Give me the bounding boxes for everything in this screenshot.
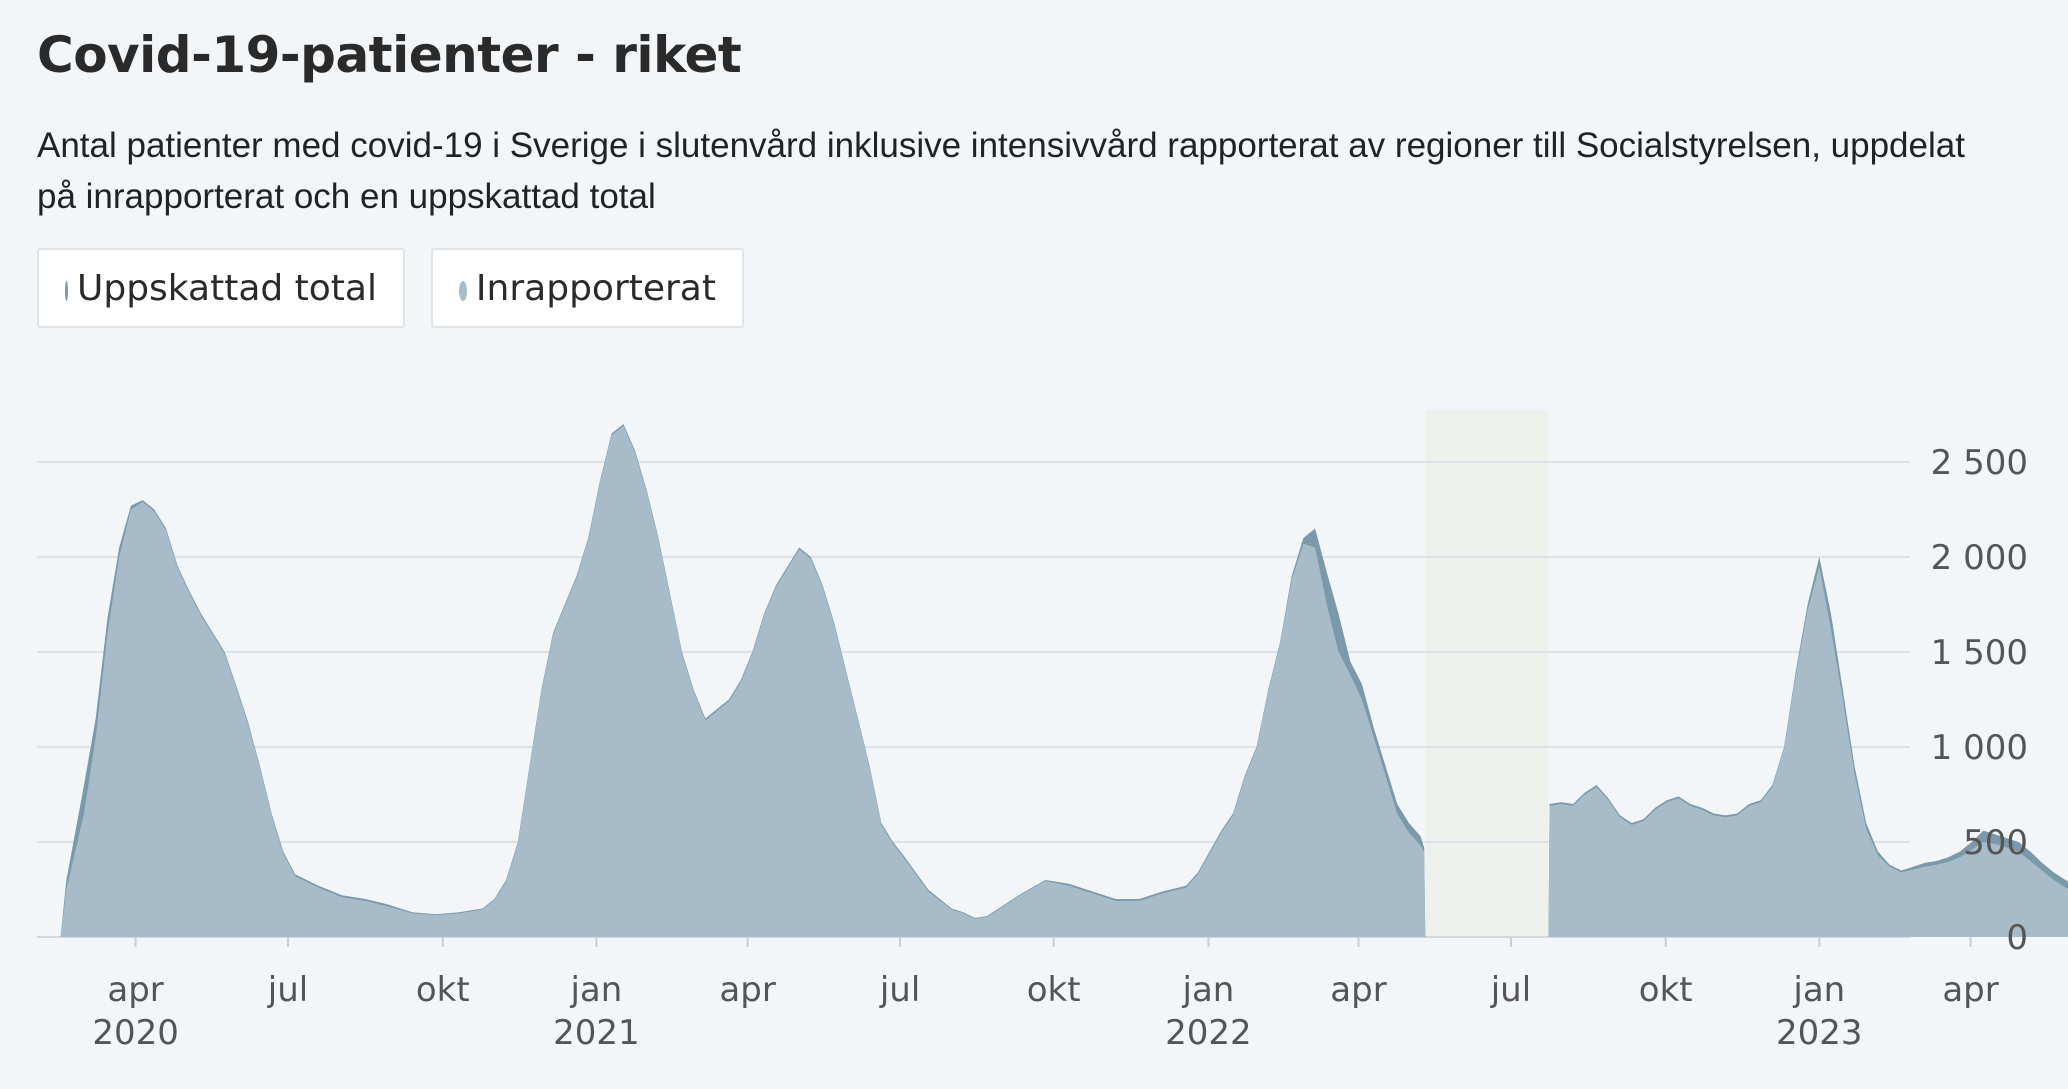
legend-dot-uppskattad-total-icon	[65, 281, 68, 301]
legend-button-uppskattad-total[interactable]: Uppskattad total	[37, 248, 405, 328]
y-tick-label: 0	[2006, 918, 2028, 958]
y-tick-label: 1 000	[1931, 728, 2028, 768]
legend-label-inrapporterat: Inrapporterat	[475, 267, 716, 309]
x-tick-label-year: 2023	[1776, 1013, 1863, 1053]
x-tick-label-month: apr	[1330, 970, 1386, 1010]
legend-label-uppskattad-total: Uppskattad total	[77, 267, 377, 309]
y-tick-label: 500	[1963, 823, 2028, 863]
x-tick-label-month: jan	[569, 970, 622, 1010]
x-tick-label-month: okt	[1027, 970, 1081, 1010]
x-tick-label-month: okt	[416, 970, 470, 1010]
area-inrapporterat-3	[1548, 566, 2068, 937]
legend-dot-inrapporterat-icon	[459, 281, 467, 301]
x-tick-label-month: apr	[107, 970, 163, 1010]
y-tick-label: 1 500	[1931, 633, 2028, 673]
x-tick-label-month: jul	[267, 970, 308, 1010]
x-tick-label-month: okt	[1639, 970, 1693, 1010]
legend-button-inrapporterat[interactable]: Inrapporterat	[431, 248, 744, 328]
area-inrapporterat-2	[60, 425, 1426, 937]
x-tick-label-month: jan	[1792, 970, 1845, 1010]
x-tick-label-month: jan	[1182, 970, 1235, 1010]
x-tick-label-year: 2020	[92, 1013, 179, 1053]
x-tick-label-year: 2022	[1165, 1013, 1252, 1053]
missing-data-band	[1425, 410, 1549, 937]
x-tick-label-year: 2021	[553, 1013, 640, 1053]
x-tick-label-month: apr	[719, 970, 775, 1010]
y-tick-label: 2 000	[1931, 538, 2028, 578]
chart-subtitle: Antal patienter med covid-19 i Sverige i…	[37, 126, 1965, 216]
y-tick-label: 2 500	[1931, 443, 2028, 483]
chart-title: Covid-19-patienter - riket	[37, 26, 742, 84]
x-tick-label-month: apr	[1942, 970, 1998, 1010]
x-tick-label-month: jul	[1490, 970, 1531, 1010]
x-tick-label-month: jul	[879, 970, 920, 1010]
